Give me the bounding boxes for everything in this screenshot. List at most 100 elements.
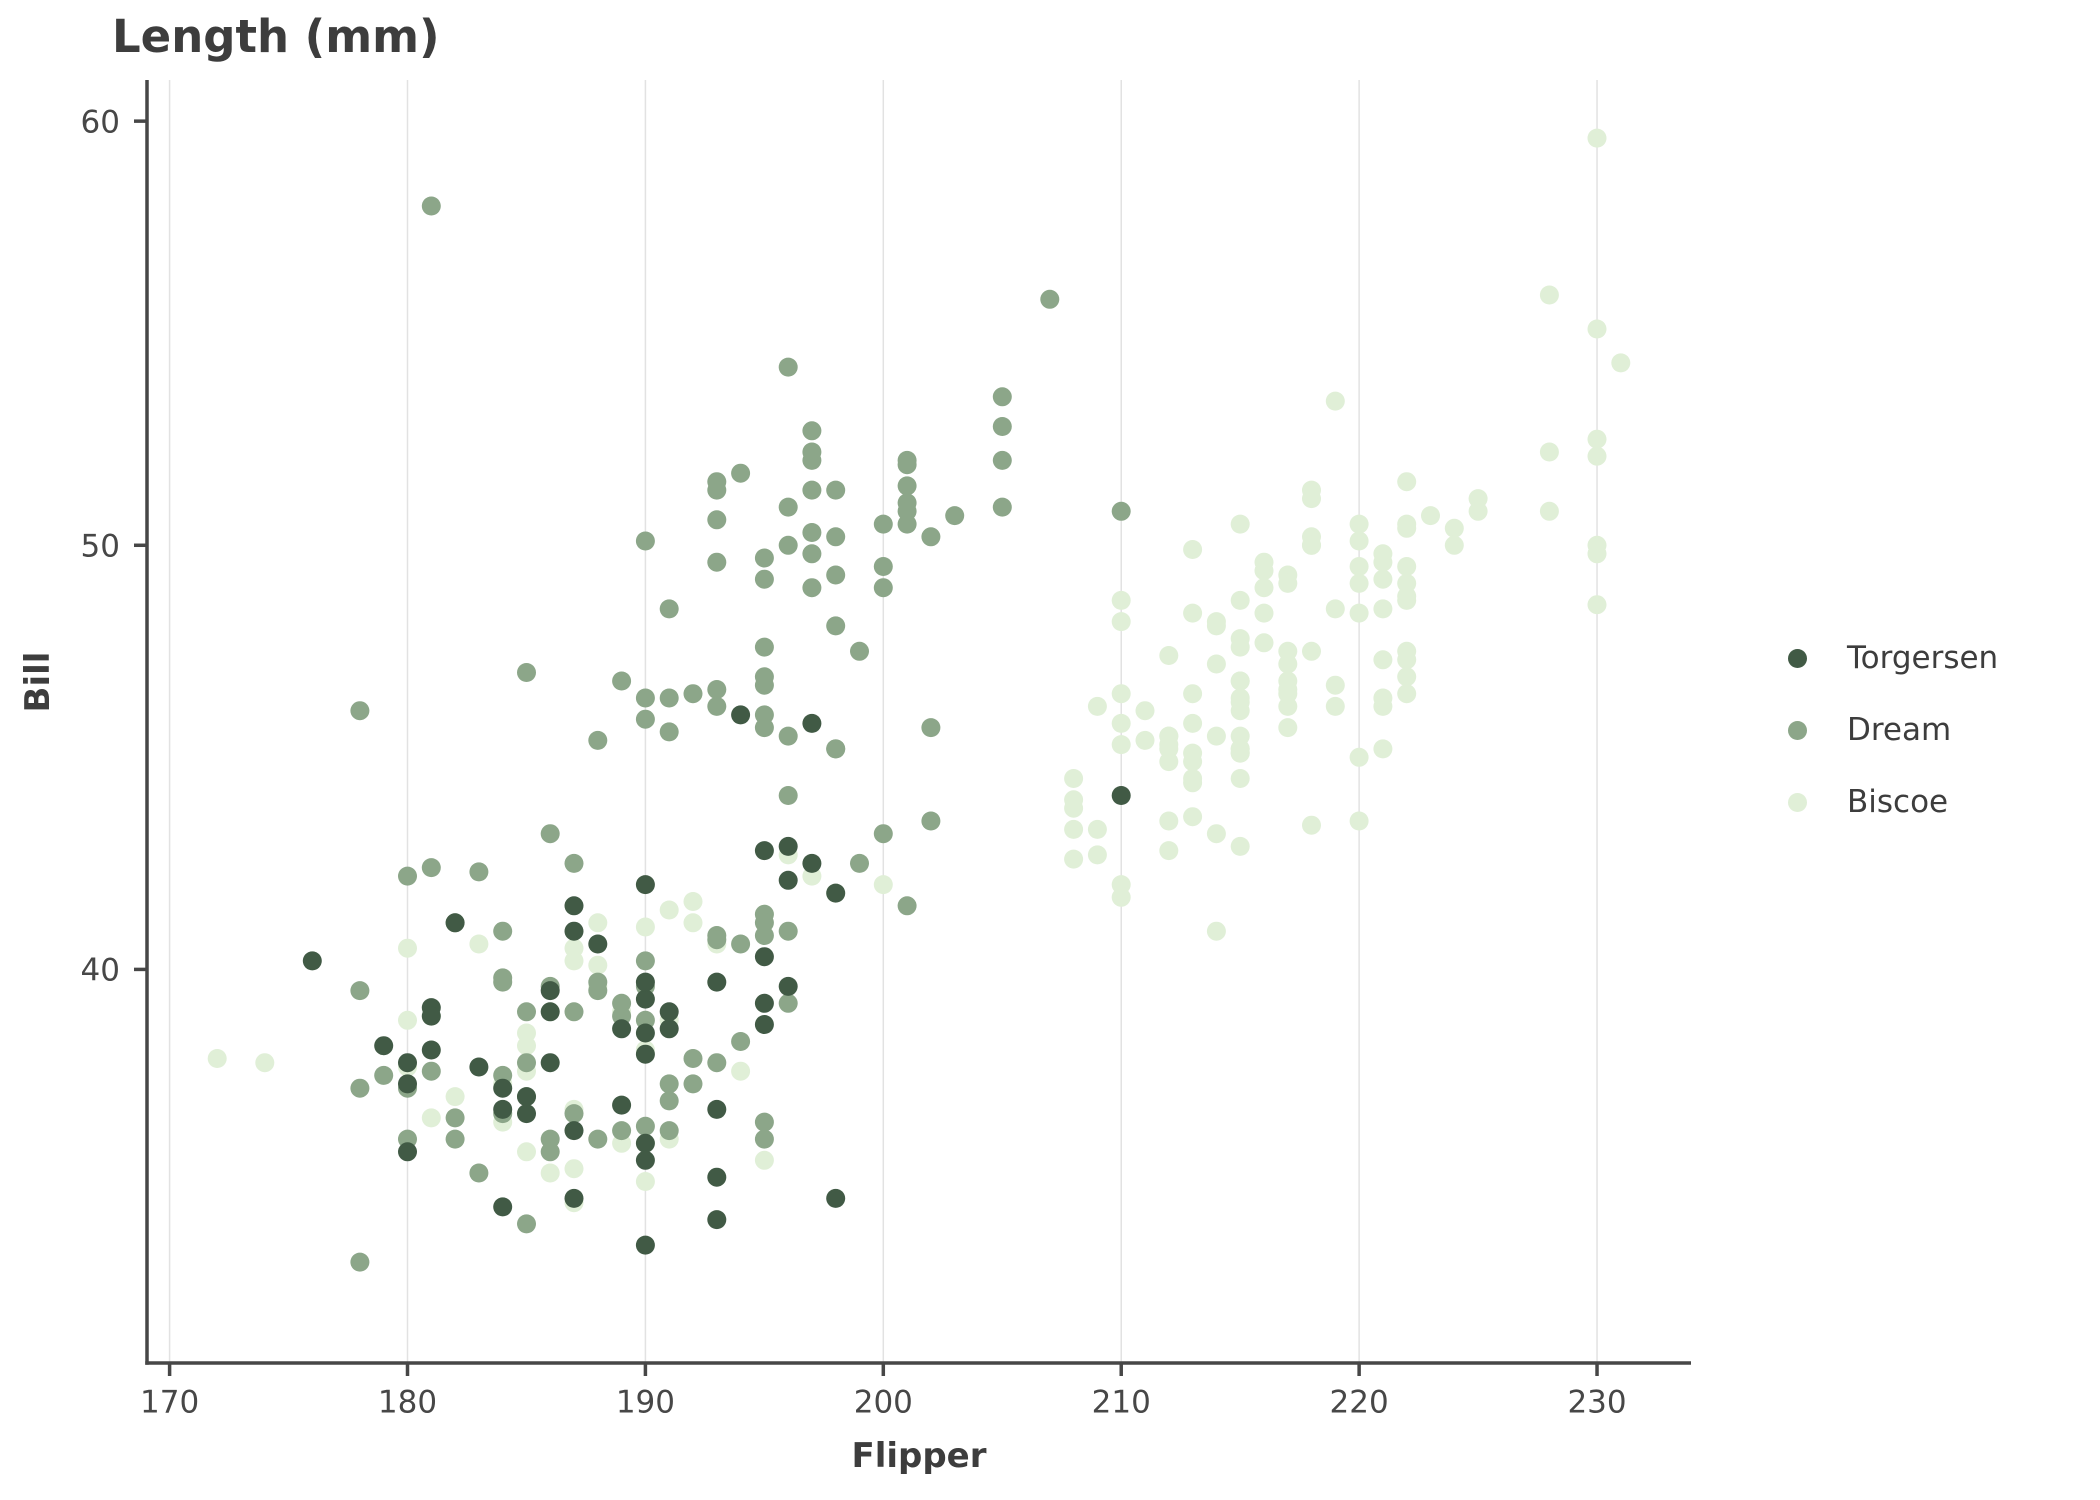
data-point-dream	[992, 497, 1012, 517]
data-point-biscoe	[517, 1142, 536, 1162]
data-point-dream	[659, 1074, 679, 1094]
data-point-biscoe	[588, 955, 608, 975]
data-point-biscoe	[1159, 841, 1179, 861]
x-tick-label-170: 170	[140, 1384, 199, 1420]
data-point-biscoe	[1183, 752, 1203, 772]
data-point-torgersen	[564, 1121, 584, 1141]
data-point-biscoe	[1111, 590, 1131, 610]
data-point-biscoe	[1349, 573, 1369, 593]
data-point-biscoe	[1349, 811, 1369, 831]
data-point-biscoe	[1302, 480, 1321, 500]
data-point-torgersen	[493, 1099, 513, 1119]
data-point-biscoe	[1302, 815, 1321, 835]
data-point-dream	[445, 1108, 465, 1128]
data-point-dream	[493, 921, 513, 941]
data-point-torgersen	[302, 951, 322, 971]
data-point-biscoe	[659, 900, 679, 920]
data-point-biscoe	[1397, 641, 1417, 661]
data-point-biscoe	[1087, 696, 1107, 716]
data-point-torgersen	[659, 1019, 679, 1039]
data-point-dream	[683, 1074, 703, 1094]
data-point-torgersen	[635, 1150, 655, 1170]
data-point-torgersen	[826, 883, 846, 903]
data-point-dream	[517, 1002, 536, 1022]
y-axis-ticks: 40 50 60	[81, 104, 147, 989]
data-point-dream	[564, 853, 584, 873]
data-point-torgersen	[540, 1002, 560, 1022]
data-point-biscoe	[1611, 353, 1631, 373]
data-point-biscoe	[1206, 921, 1226, 941]
y-axis-title: Bill	[18, 651, 58, 713]
data-point-biscoe	[683, 892, 703, 911]
data-point-biscoe	[1064, 798, 1084, 818]
legend-item-biscoe: Biscoe	[1770, 766, 1998, 838]
data-point-biscoe	[1254, 578, 1274, 598]
data-point-dream	[873, 578, 893, 598]
data-point-biscoe	[1183, 773, 1203, 793]
data-point-dream	[992, 450, 1012, 470]
data-point-dream	[707, 552, 727, 572]
data-point-dream	[659, 1091, 679, 1111]
data-point-dream	[731, 1032, 751, 1051]
data-points	[207, 128, 1631, 1272]
x-axis-title: Flipper	[851, 1436, 987, 1476]
data-point-biscoe	[398, 1010, 417, 1030]
data-point-dream	[350, 1078, 370, 1098]
y-tick-label-40: 40	[81, 953, 120, 989]
data-point-biscoe	[1064, 849, 1084, 869]
data-point-biscoe	[1349, 557, 1369, 576]
data-point-dream	[778, 497, 798, 517]
data-point-dream	[588, 972, 608, 992]
data-point-biscoe	[1302, 641, 1321, 661]
data-point-torgersen	[707, 1167, 727, 1187]
data-point-dream	[778, 993, 798, 1013]
data-point-biscoe	[1373, 650, 1393, 670]
data-point-dream	[754, 637, 774, 657]
data-point-dream	[540, 1142, 560, 1162]
data-point-biscoe	[1183, 540, 1203, 559]
data-point-dream	[421, 858, 441, 878]
data-point-biscoe	[1206, 616, 1226, 636]
data-point-biscoe	[1111, 887, 1131, 907]
x-tick-label-230: 230	[1567, 1384, 1626, 1420]
data-point-biscoe	[1159, 726, 1179, 746]
data-point-biscoe	[1587, 319, 1607, 339]
data-point-torgersen	[635, 1023, 655, 1043]
data-point-biscoe	[1278, 718, 1298, 738]
data-point-torgersen	[564, 921, 584, 941]
data-point-dream	[826, 527, 846, 547]
data-point-biscoe	[1230, 629, 1250, 649]
data-point-dream	[635, 1116, 655, 1136]
data-point-biscoe	[469, 934, 489, 954]
data-point-biscoe	[1349, 531, 1369, 551]
data-point-dream	[754, 913, 774, 933]
data-point-dream	[754, 1112, 774, 1132]
data-point-torgersen	[707, 972, 727, 992]
data-point-torgersen	[635, 1133, 655, 1153]
data-point-torgersen	[564, 1188, 584, 1208]
data-point-biscoe	[1230, 590, 1250, 610]
data-point-torgersen	[588, 934, 608, 954]
data-point-biscoe	[1278, 654, 1298, 674]
data-point-torgersen	[493, 1197, 513, 1217]
data-point-dream	[921, 527, 941, 547]
data-point-torgersen	[398, 1142, 417, 1162]
data-point-torgersen	[517, 1104, 536, 1124]
data-point-biscoe	[1230, 739, 1250, 759]
data-point-dream	[897, 896, 917, 916]
data-point-biscoe	[1135, 701, 1155, 721]
data-point-biscoe	[1373, 544, 1393, 564]
data-point-biscoe	[1135, 730, 1155, 750]
data-point-dream	[588, 1129, 608, 1149]
data-point-torgersen	[826, 1188, 846, 1208]
data-point-dream	[731, 463, 751, 483]
data-point-biscoe	[1373, 599, 1393, 619]
data-point-torgersen	[612, 1095, 632, 1115]
data-point-biscoe	[1397, 518, 1417, 538]
data-point-biscoe	[1587, 446, 1607, 466]
data-point-dream	[802, 442, 822, 462]
data-point-dream	[897, 455, 917, 475]
data-point-torgersen	[635, 1044, 655, 1064]
data-point-dream	[635, 951, 655, 971]
